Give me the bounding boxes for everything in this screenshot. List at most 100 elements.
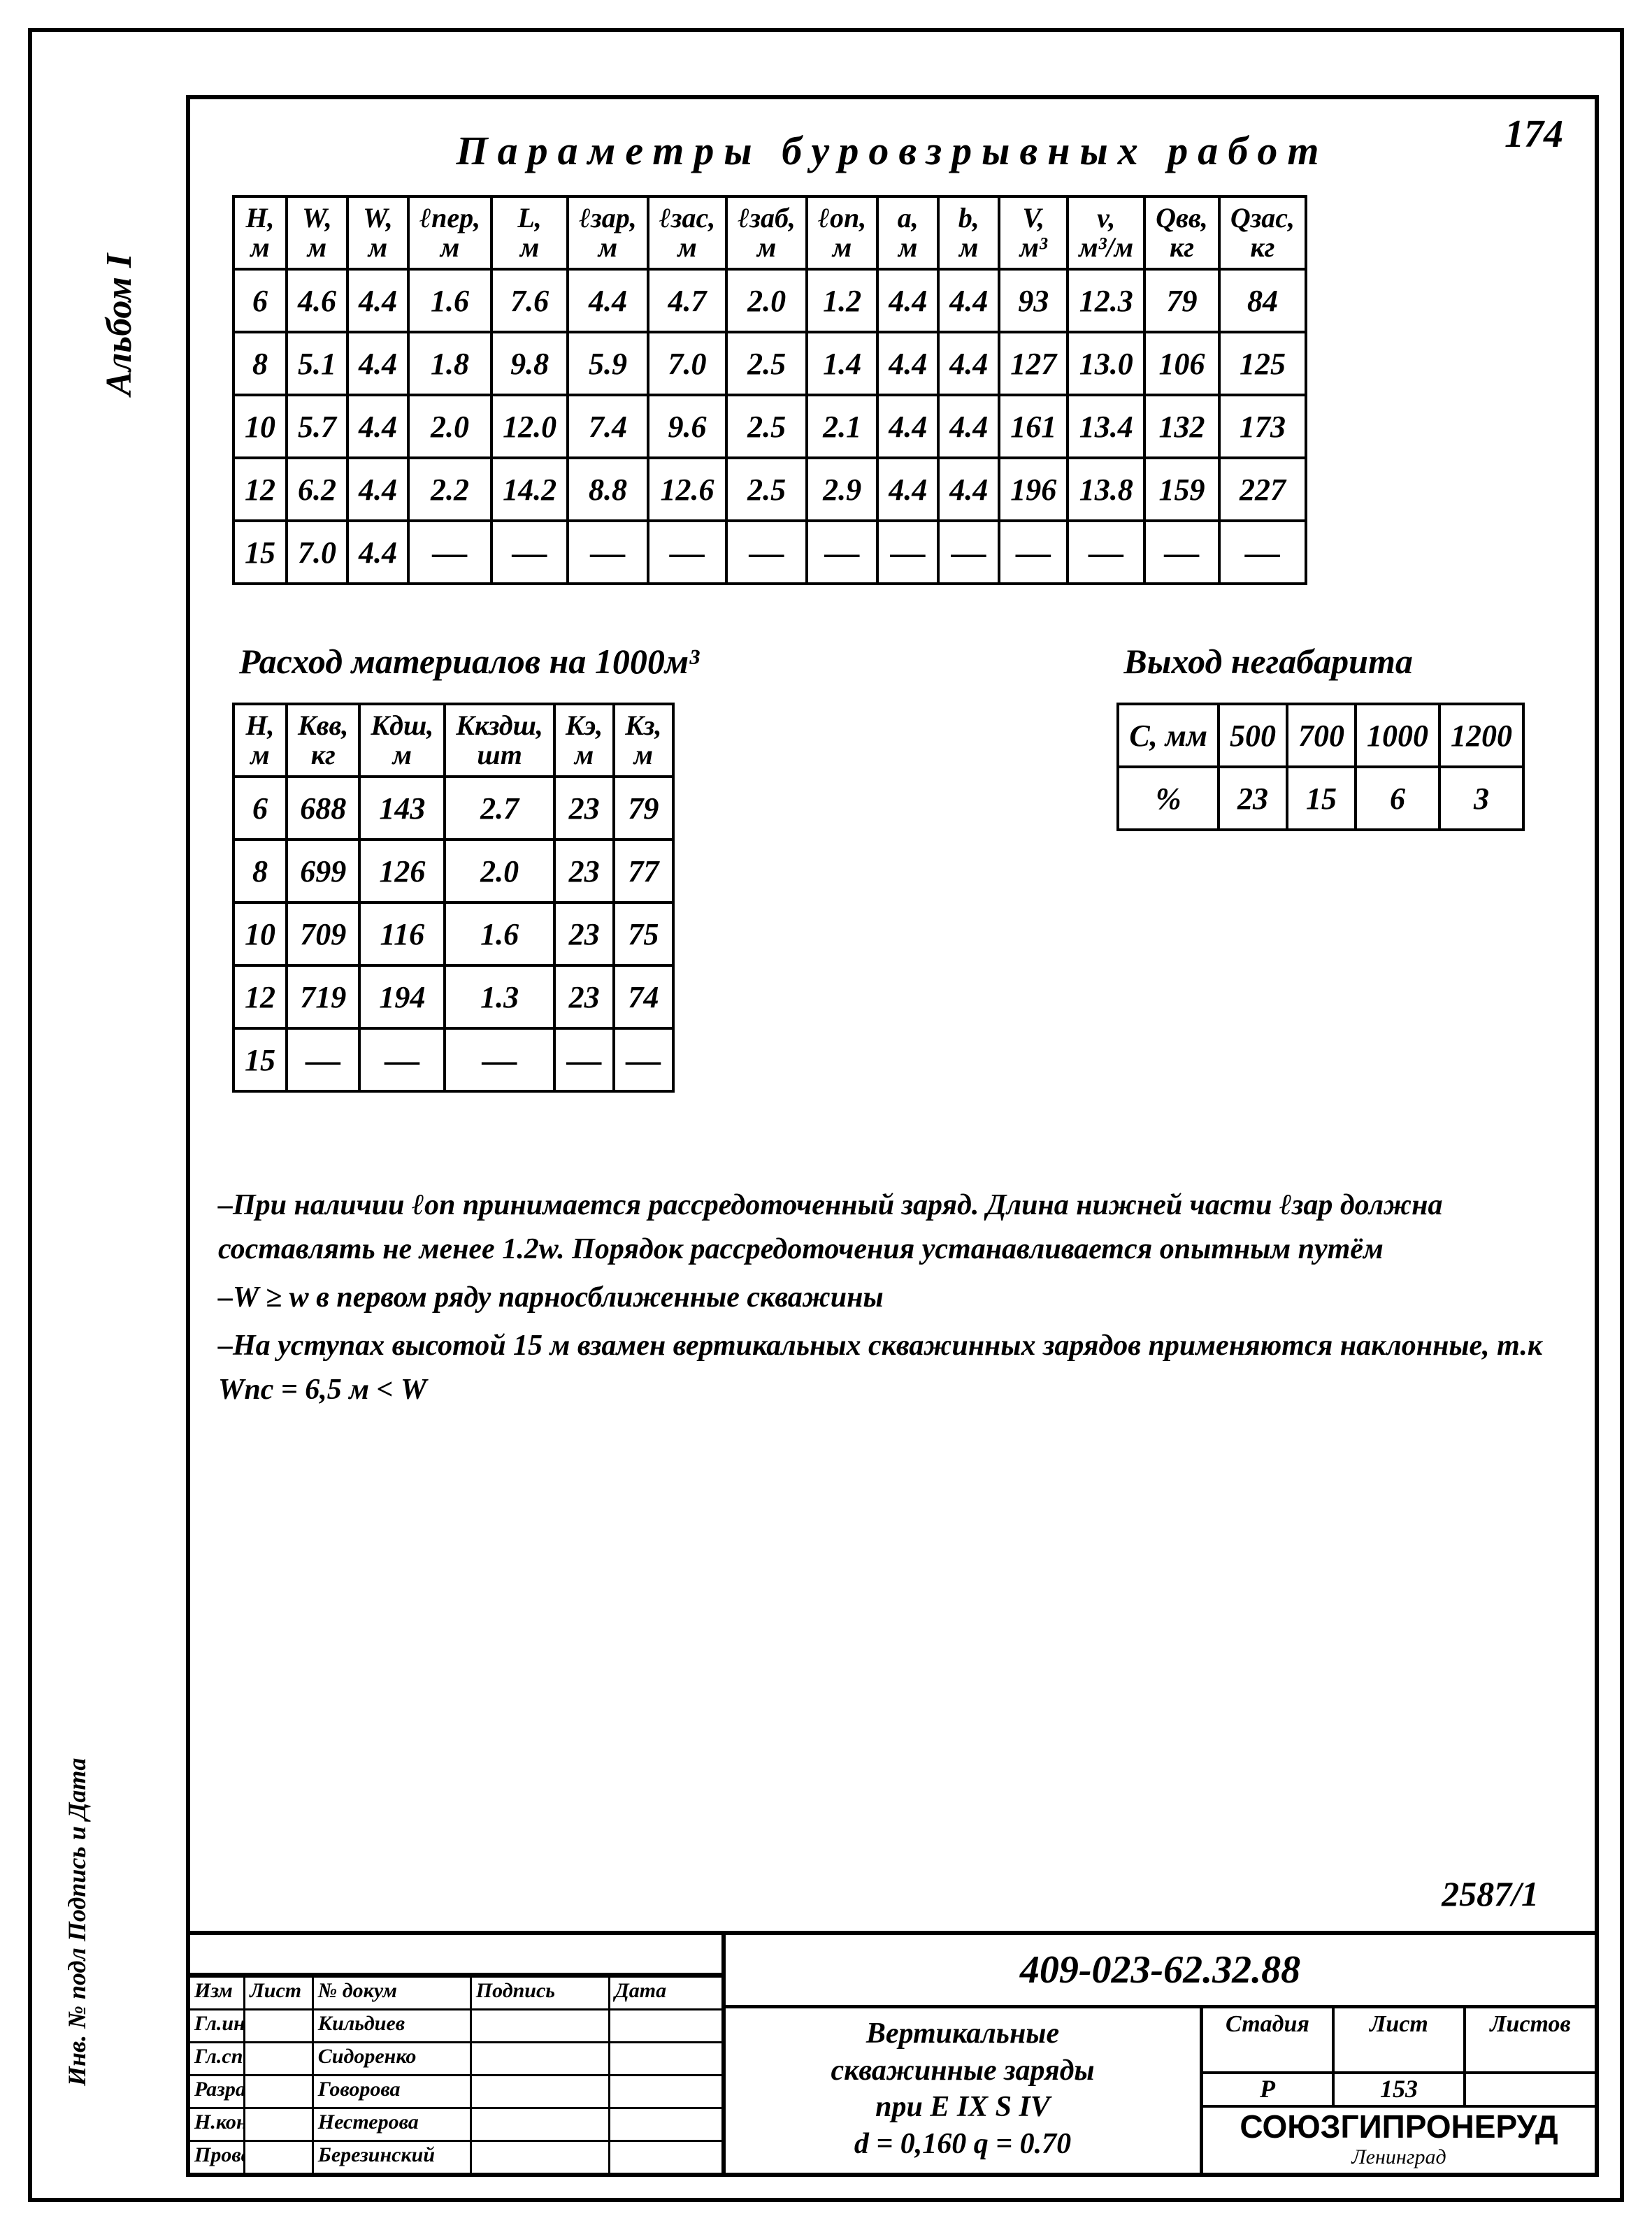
cell: 4.4 [938,269,999,332]
cell: 1000 [1356,704,1439,767]
page-frame: Альбом I Инв. № подл Подпись и Дата 174 … [28,28,1624,2202]
cell: 699 [287,840,359,902]
cell: 7.6 [491,269,568,332]
cell: 5.7 [287,395,347,458]
cell: — [554,1028,614,1091]
tb-col-header: № докум [314,1978,472,2008]
inner-frame: 174 Параметры буровзрывных работ H,мW,мW… [186,95,1599,2177]
cell: — [726,521,807,584]
cell: 23 [1219,767,1287,830]
organization: СОЮЗГИПРОНЕРУД Ленинград [1203,2108,1595,2173]
cell: % [1118,767,1219,830]
col-header: W,м [347,196,408,269]
cell: 4.4 [347,395,408,458]
cell: — [614,1028,673,1091]
tb-cell: Березинский [314,2142,472,2173]
cell: — [1068,521,1144,584]
cell: 2.7 [445,777,554,840]
cell: 7.0 [287,521,347,584]
tb-cell [245,2010,314,2041]
cell: 7.0 [648,332,726,395]
cell: 13.4 [1068,395,1144,458]
col-header: ℓоп,м [807,196,877,269]
col-header: H,м [234,704,287,777]
cell: 13.0 [1068,332,1144,395]
note-line: –При наличии ℓоп принимается рассредоточ… [218,1184,1553,1272]
cell: 8.8 [568,458,648,521]
col-header: H,м [234,196,287,269]
cell: 4.4 [877,332,938,395]
side-label-2: Инв. № подл Подпись и Дата [62,1597,92,2086]
cell: 10 [234,902,287,965]
cell: 4.4 [877,458,938,521]
subtitle-negabarit: Выход негабарита [1123,641,1553,682]
main-title: Параметры буровзрывных работ [211,127,1574,174]
col-header: ℓзар,м [568,196,648,269]
tb-cell [245,2109,314,2140]
tb-meta: СтадияЛистЛистов Р153 СОЮЗГИПРОНЕРУД Лен… [1203,2008,1595,2173]
cell: 4.4 [347,269,408,332]
cell: 1.6 [445,902,554,965]
cell: 1.3 [445,965,554,1028]
tb-cell [245,2142,314,2173]
cell: 5.1 [287,332,347,395]
tb-cell: Сидоренко [314,2043,472,2074]
tb-cell [245,2043,314,2074]
cell: — [877,521,938,584]
cell: 8 [234,332,287,395]
meta-header: Лист [1335,2008,1466,2071]
cell: — [491,521,568,584]
tb-col-header: Изм [190,1978,245,2008]
col-header: b,м [938,196,999,269]
cell: — [807,521,877,584]
tb-cell [472,2142,610,2173]
cell: 4.4 [347,521,408,584]
cell: 79 [1144,269,1219,332]
doc-code: 409-023-62.32.88 [726,1935,1595,2008]
cell: 709 [287,902,359,965]
cell: 75 [614,902,673,965]
cell: 79 [614,777,673,840]
meta-value [1466,2074,1595,2105]
cell: 6.2 [287,458,347,521]
tb-col-header: Подпись [472,1978,610,2008]
cell: 15 [234,1028,287,1091]
cell: 2.5 [726,458,807,521]
cell: 84 [1219,269,1306,332]
table-parameters: H,мW,мW,мℓпер,мL,мℓзар,мℓзас,мℓзаб,мℓоп,… [232,195,1307,585]
notes-block: –При наличии ℓоп принимается рассредоточ… [218,1184,1553,1412]
cell: 8 [234,840,287,902]
album-label: Альбом I [99,254,140,396]
cell: 77 [614,840,673,902]
col-header: L,м [491,196,568,269]
cell: 14.2 [491,458,568,521]
tb-cell [610,2076,721,2107]
cell: 74 [614,965,673,1028]
cell: 10 [234,395,287,458]
cell: 126 [359,840,445,902]
org-city: Ленинград [1203,2145,1595,2169]
col-header: Qвв,кг [1144,196,1219,269]
cell: 93 [999,269,1068,332]
cell: 4.7 [648,269,726,332]
tb-col-header: Лист [245,1978,314,2008]
col-header: V,м³ [999,196,1068,269]
note-line: –На уступах высотой 15 м взамен вертикал… [218,1324,1553,1412]
col-header: ℓзас,м [648,196,726,269]
col-header: v,м³/м [1068,196,1144,269]
cell: — [1219,521,1306,584]
cell: 12.3 [1068,269,1144,332]
cell: 161 [999,395,1068,458]
cell: 13.8 [1068,458,1144,521]
cell: 4.4 [347,332,408,395]
tb-cell: Говорова [314,2076,472,2107]
cell: 2.5 [726,395,807,458]
title-block: ИзмЛист№ докумПодписьДатаГл.инж.прКильди… [190,1931,1595,2173]
cell: 125 [1219,332,1306,395]
tb-cell: Кильдиев [314,2010,472,2041]
cell: 5.9 [568,332,648,395]
col-header: Qзас,кг [1219,196,1306,269]
cell: 15 [234,521,287,584]
cell: — [938,521,999,584]
tb-description: Вертикальныескважинные зарядыпри E IX S … [726,2008,1203,2173]
